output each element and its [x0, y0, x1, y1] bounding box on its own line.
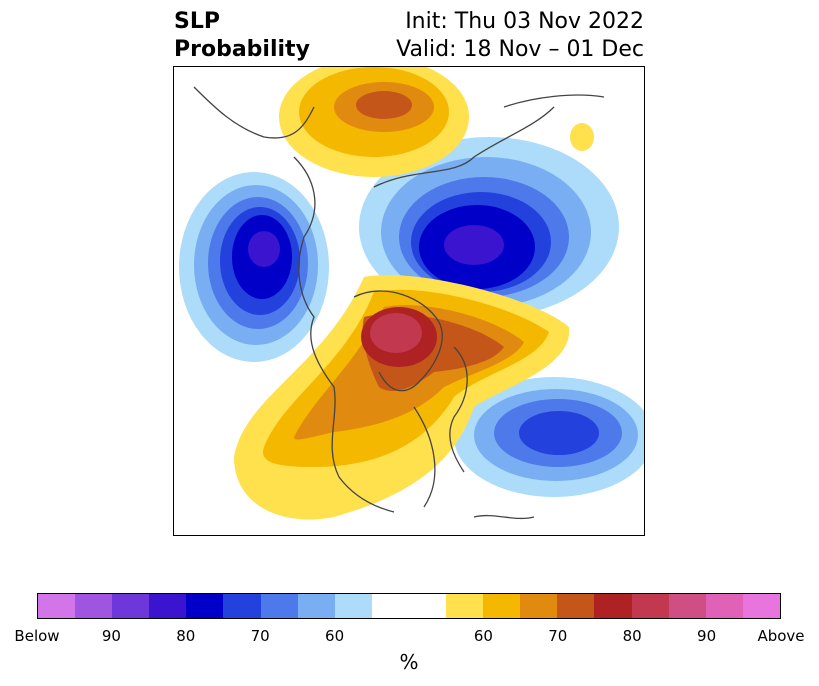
map-svg [179, 67, 644, 520]
init-date: Init: Thu 03 Nov 2022 [405, 9, 644, 34]
colorbar-cell [38, 594, 76, 618]
colorbar-cell [112, 594, 150, 618]
colorbar-tick-label: 60 [325, 627, 345, 645]
title-type: Probability [174, 37, 310, 62]
colorbar-tick-label: 90 [101, 627, 121, 645]
colorbar-cell [557, 594, 595, 618]
chart-dates: Init: Thu 03 Nov 2022 Valid: 18 Nov – 01… [396, 8, 644, 64]
colorbar-tick-label: 70 [548, 627, 568, 645]
arctic-low [359, 137, 619, 317]
canada-high [234, 275, 570, 520]
north-atlantic-low [454, 377, 644, 497]
colorbar-tick-label: Below [14, 627, 60, 645]
colorbar-cell [742, 594, 780, 618]
colorbar-cell [594, 594, 632, 618]
colorbar-cell [186, 594, 224, 618]
colorbar-tick-label: 80 [622, 627, 642, 645]
colorbar-tick-label: 90 [697, 627, 717, 645]
colorbar-cell [223, 594, 261, 618]
colorbar-cell [483, 594, 521, 618]
colorbar-cell [297, 594, 335, 618]
colorbar-cell [705, 594, 743, 618]
colorbar-unit: % [399, 650, 419, 674]
coastlines [193, 86, 605, 520]
colorbar-cell [668, 594, 706, 618]
colorbar-cell [334, 594, 372, 618]
colorbar-tick-label: Above [757, 627, 805, 645]
colorbar-cell [371, 594, 409, 618]
colorbar-tick-label: 70 [250, 627, 270, 645]
chart-title: SLP Probability [174, 8, 310, 64]
title-variable: SLP [174, 9, 220, 34]
probability-map [173, 66, 645, 536]
colorbar-cell [631, 594, 669, 618]
colorbar-cell [520, 594, 558, 618]
colorbar-tick-label: 80 [176, 627, 196, 645]
colorbar-cell [446, 594, 484, 618]
valid-range: Valid: 18 Nov – 01 Dec [396, 37, 644, 62]
colorbar-cell [408, 594, 447, 618]
colorbar-tick-label: 60 [473, 627, 493, 645]
arctic-siberia-high [279, 67, 594, 177]
colorbar-cell [75, 594, 113, 618]
colorbar-cell [149, 594, 187, 618]
colorbar [37, 593, 781, 619]
colorbar-cell [260, 594, 298, 618]
north-pacific-low [179, 172, 329, 362]
